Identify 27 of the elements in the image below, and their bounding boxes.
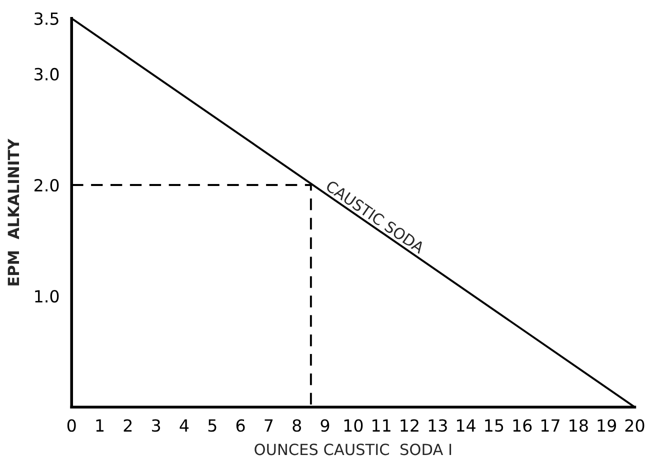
x-tick-label: 17 <box>541 419 560 432</box>
x-tick-label: 9 <box>320 419 330 432</box>
x-tick-label: 12 <box>400 419 418 432</box>
x-tick-label: 0 <box>67 419 76 432</box>
x-tick-label: 1 <box>96 419 104 432</box>
x-tick-label: 3 <box>152 419 160 432</box>
x-tick-label: 11 <box>372 419 390 432</box>
y-axis-title: EPM ALKALINITY <box>8 138 20 286</box>
x-tick-label: 8 <box>292 419 302 432</box>
x-tick-label: 20 <box>625 419 644 432</box>
y-tick-label: 3.5 <box>34 12 58 25</box>
x-tick-label: 14 <box>457 419 476 432</box>
x-tick-label: 13 <box>428 419 447 432</box>
x-tick-label: 10 <box>344 419 363 432</box>
x-tick-label: 7 <box>264 419 273 432</box>
x-tick-label: 2 <box>124 419 132 432</box>
x-tick-label: 18 <box>570 419 588 432</box>
x-tick-label: 5 <box>208 419 216 432</box>
x-tick-label: 16 <box>513 419 532 432</box>
x-tick-label: 15 <box>485 419 504 432</box>
x-tick-label: 4 <box>180 419 189 432</box>
x-tick-label: 6 <box>236 419 245 432</box>
y-tick-label: 1.0 <box>35 290 59 303</box>
y-tick-label: 3.0 <box>34 68 59 80</box>
x-tick-label: 19 <box>598 419 616 432</box>
x-axis-title: OUNCES CAUSTIC SODA I <box>254 444 452 456</box>
y-tick-label: 2.0 <box>34 178 59 192</box>
